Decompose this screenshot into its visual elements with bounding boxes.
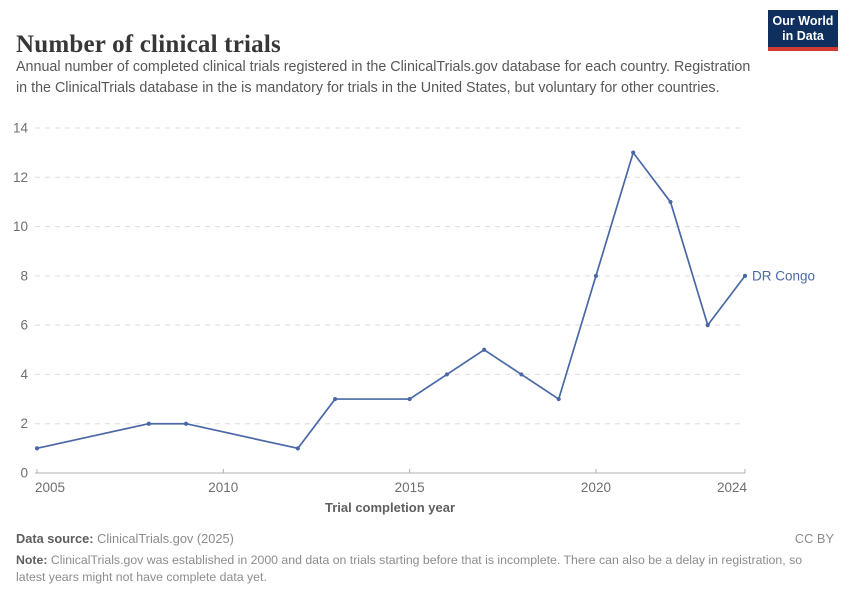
data-point-marker[interactable] xyxy=(631,150,636,155)
chart-footer: Data source: ClinicalTrials.gov (2025) C… xyxy=(16,531,834,586)
data-source-label: Data source: xyxy=(16,531,94,546)
x-tick-label: 2020 xyxy=(581,480,611,495)
data-point-marker[interactable] xyxy=(444,372,449,377)
data-point-marker[interactable] xyxy=(593,273,599,278)
chart-subtitle: Annual number of completed clinical tria… xyxy=(16,59,751,96)
owid-logo-line1: Our World xyxy=(772,13,834,28)
data-point-marker[interactable] xyxy=(519,372,524,377)
series-label[interactable]: DR Congo xyxy=(752,268,815,283)
footnote: Note: ClinicalTrials.gov was established… xyxy=(16,552,834,586)
owid-logo-line2: in Data xyxy=(782,28,824,43)
y-tick-label: 14 xyxy=(13,121,29,136)
data-point-marker[interactable] xyxy=(482,347,487,352)
license-badge[interactable]: CC BY xyxy=(794,531,834,546)
data-point-marker[interactable] xyxy=(407,396,412,402)
data-source-value: ClinicalTrials.gov (2025) xyxy=(97,531,234,546)
source-row: Data source: ClinicalTrials.gov (2025) C… xyxy=(16,531,834,546)
data-point-marker[interactable] xyxy=(333,396,338,402)
x-tick-label: 2005 xyxy=(35,480,65,495)
page-title: Number of clinical trials xyxy=(16,30,281,58)
x-tick-label: 2024 xyxy=(717,480,748,495)
y-tick-label: 12 xyxy=(13,170,28,185)
y-tick-label: 6 xyxy=(20,318,28,333)
owid-logo: Our World in Data xyxy=(768,10,838,51)
data-point-marker[interactable] xyxy=(183,421,189,426)
y-tick-label: 2 xyxy=(20,416,28,431)
chart-area[interactable]: 0 2 4 6 8 10 12 14 2005 2010 2015 2020 2024 Trial com… xyxy=(0,120,850,520)
y-tick-label: 8 xyxy=(20,268,28,283)
data-point-marker[interactable] xyxy=(146,421,151,426)
data-point-marker[interactable] xyxy=(34,446,40,451)
series-line[interactable] xyxy=(36,151,746,450)
data-point-marker[interactable] xyxy=(742,273,748,278)
x-axis-title: Trial completion year xyxy=(325,500,455,515)
data-point-marker[interactable] xyxy=(295,446,300,451)
y-tick-label: 10 xyxy=(13,219,28,234)
data-source: Data source: ClinicalTrials.gov (2025) xyxy=(16,531,234,546)
data-point-marker[interactable] xyxy=(668,199,673,205)
line-chart[interactable]: 0 2 4 6 8 10 12 14 2005 2010 2015 2020 2024 Trial com… xyxy=(0,120,850,520)
footnote-text: ClinicalTrials.gov was established in 20… xyxy=(16,553,803,584)
x-tick-label: 2015 xyxy=(395,480,425,495)
data-point-marker[interactable] xyxy=(556,396,561,402)
y-tick-label: 4 xyxy=(20,367,28,382)
footnote-label: Note: xyxy=(16,553,48,567)
x-tick-label: 2010 xyxy=(208,480,238,495)
y-tick-label: 0 xyxy=(20,466,28,481)
data-point-marker[interactable] xyxy=(705,323,710,328)
